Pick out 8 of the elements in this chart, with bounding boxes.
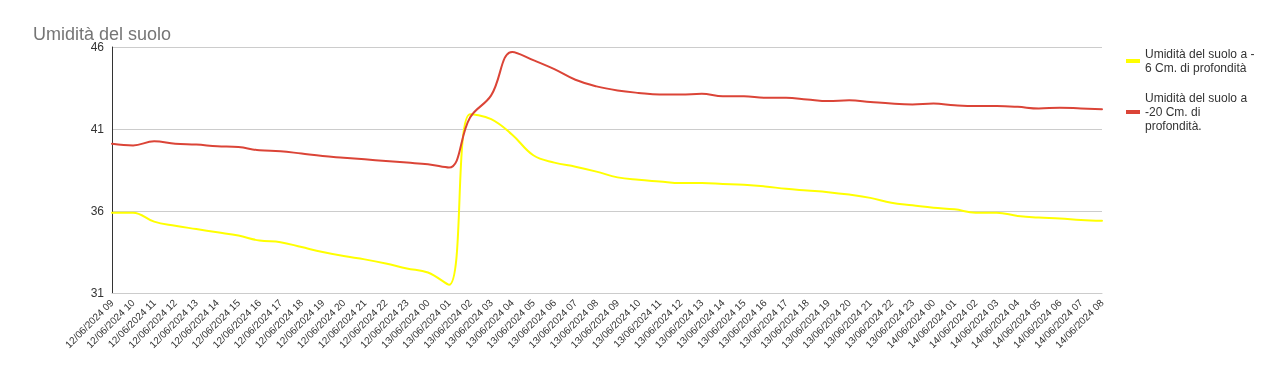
y-tick-label: 31 [90, 286, 105, 300]
y-tick-label: 41 [90, 122, 105, 136]
legend-label: Umidità del suolo a - 6 Cm. di profondità [1145, 47, 1258, 75]
y-tick-label: 36 [90, 204, 105, 218]
y-tick-label: 46 [90, 40, 105, 54]
line-series [111, 113, 1103, 286]
legend-label: Umidità del suolo a -20 Cm. di profondità. [1145, 91, 1251, 133]
line-series [111, 50, 1103, 169]
